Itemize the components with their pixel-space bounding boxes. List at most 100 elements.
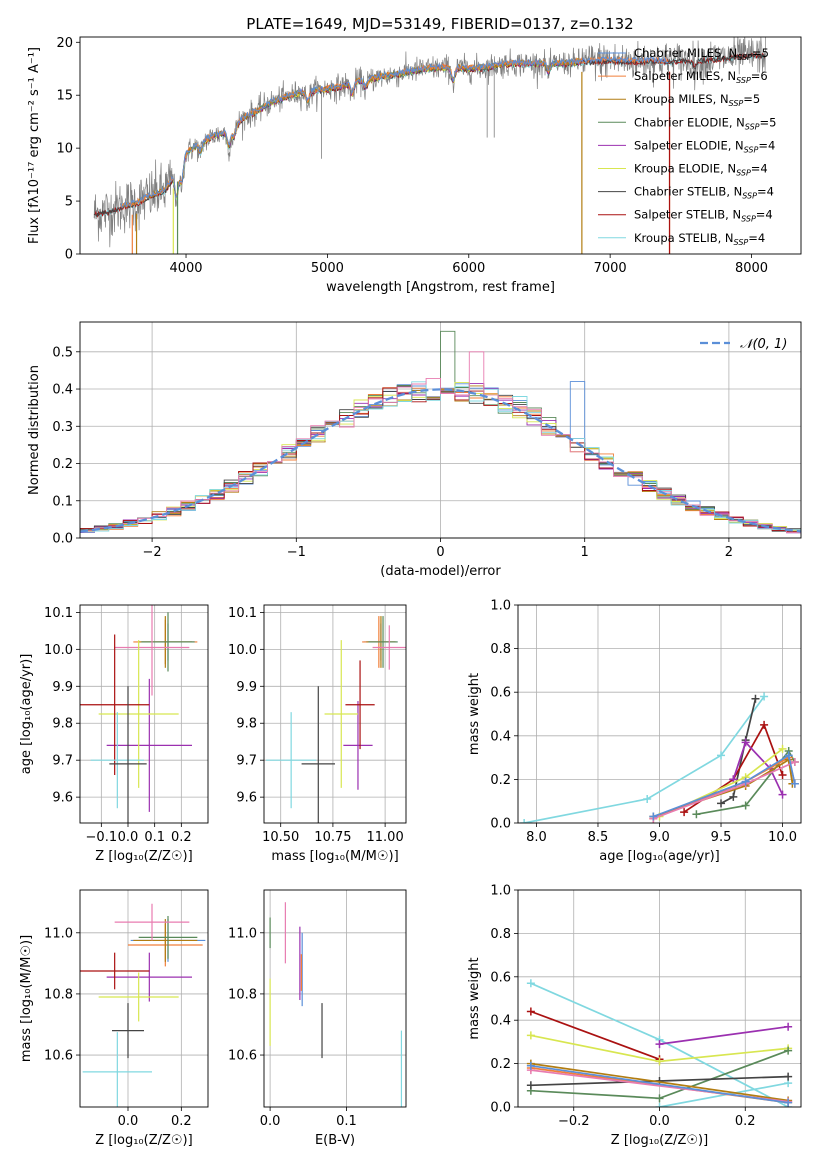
y-axis-label: mass [log₁₀(M/M☉)] [19,935,34,1062]
x-axis-label: Z [log₁₀(Z/Z☉)] [95,1133,192,1148]
spectrum-legend: Chabrier MILES, NSSP=5 Salpeter MILES, NS… [598,46,776,247]
y-tick-label: 0.4 [490,729,511,744]
x-tick-label: 0.1 [144,830,165,845]
salpeter_elodie-series-line [659,1025,789,1045]
y-tick-label: 9.6 [236,791,257,806]
y-tick-label: 0.3 [52,420,73,435]
legend-label: Kroupa MILES, NSSP=5 [634,92,760,108]
z_vs_age-points [80,605,198,823]
y-tick-label: 0.8 [490,927,511,942]
x-tick-label: 5000 [311,261,344,276]
y-axis-label: mass weight [467,673,482,755]
x-tick-label: 0 [436,545,444,560]
kroupa_stelib-series-line [524,696,765,823]
y-tick-label: 20 [56,36,73,51]
z_vs_weight-series [526,979,793,1107]
point-marker [784,1098,793,1107]
y-tick-label: 0.5 [52,345,73,360]
x-axis-label: Z [log₁₀(Z/Z☉)] [95,849,192,864]
y-tick-label: 10.8 [44,987,73,1002]
y-tick-label: 10.1 [44,606,73,621]
y-tick-label: 0.4 [490,1014,511,1029]
legend-label: Chabrier ELODIE, NSSP=5 [634,115,776,131]
point-marker [784,1046,793,1055]
y-tick-label: 11.0 [44,926,73,941]
point-marker [680,808,689,817]
point-marker [526,1007,535,1016]
y-tick-label: 0.8 [490,642,511,657]
y-tick-label: 10.0 [228,643,257,658]
point-marker [526,1081,535,1090]
z_vs_mass-axes: 0.0 0.2 10.6 10.8 11.0 Z [log₁₀(Z/Z☉)] mass [l… [19,890,208,1148]
kroupa_miles-model-line [120,58,581,209]
legend-label: Kroupa STELIB, NSSP=4 [634,231,765,247]
age_vs_weight-series [520,692,799,823]
kroupa_miles-series-line [530,1062,789,1102]
spectrum-axes: 4000 5000 6000 7000 8000 0 5 10 15 20 wavelength [… [27,36,768,295]
x-tick-label: 0.0 [118,1114,139,1129]
y-tick-label: 15 [56,89,73,104]
z_vs_mass-points [80,903,206,1107]
normal-curve [80,388,801,533]
residual_hist-axes: −2 −1 0 1 2 0.0 0.1 0.2 0.3 0.4 0.5 (data-model)/er… [27,322,801,579]
pink-hist-line [80,351,801,534]
y-axis-label: Normed distribution [27,365,42,495]
chabrier_miles-model-line [120,55,669,209]
point-marker [784,751,793,760]
point-marker [520,819,529,823]
y-tick-label: 10.1 [228,606,257,621]
salpeter_elodie-series-line [732,740,784,796]
y-tick-label: 9.9 [236,680,257,695]
y-tick-label: 0.4 [52,383,73,398]
point-marker [649,812,658,821]
x-tick-label: −2 [143,545,162,560]
point-marker [526,979,535,988]
point-marker [729,792,738,801]
y-tick-label: 5 [65,195,73,210]
point-marker [778,790,787,799]
y-axis-label: age [log₁₀(age/yr)] [19,654,34,775]
y-tick-label: 10.6 [44,1049,73,1064]
x-tick-label: 8.5 [588,830,609,845]
hist-legend: 𝒩(0, 1) [700,337,787,352]
x-axis-label: Z [log₁₀(Z/Z☉)] [611,1133,708,1148]
x-axis-label: mass [log₁₀(M/M☉)] [271,849,398,864]
x-tick-label: 0.0 [260,1114,281,1129]
x-tick-label: 0.0 [118,830,139,845]
point-marker [741,801,750,810]
x-tick-label: −1 [287,545,306,560]
point-marker [692,810,701,819]
y-tick-label: 0.2 [52,457,73,472]
point-marker [526,1031,535,1040]
y-tick-label: 1.0 [490,599,511,614]
x-tick-label: 10.75 [314,830,351,845]
point-marker [751,694,760,703]
y-axis-label: mass weight [467,957,482,1039]
x-tick-label: 9.0 [649,830,670,845]
point-marker [790,757,799,766]
y-tick-label: 0.1 [52,494,73,509]
age_vs_weight-frame [517,604,802,824]
x-tick-label: 9.5 [711,830,732,845]
x-tick-label: 8000 [735,261,768,276]
point-marker [655,1103,664,1107]
ebv_vs_mass-points [269,902,403,1107]
x-tick-label: 10.0 [768,830,797,845]
y-tick-label: 10 [56,142,73,157]
point-marker [784,1022,793,1031]
x-tick-label: 2 [725,545,733,560]
y-tick-label: 0 [65,248,73,263]
y-tick-label: 11.0 [228,926,257,941]
y-axis-label: Flux [fλ10⁻¹⁷ erg cm⁻² s⁻¹ A⁻¹] [27,47,42,244]
z_vs_weight-axes: −0.2 0.0 0.2 0.0 0.2 0.4 0.6 0.8 1.0 Z [log₁₀(Z/Z… [467,884,801,1148]
x-tick-label: 10.50 [262,830,299,845]
age_vs_weight-axes: 8.0 8.5 9.0 9.5 10.0 0.0 0.2 0.4 0.6 0.8 1.0 age [l… [467,599,801,864]
x-tick-label: −0.1 [86,830,118,845]
point-marker [655,1057,664,1066]
x-tick-label: 7000 [594,261,627,276]
y-tick-label: 9.9 [52,680,73,695]
y-tick-label: 0.6 [490,686,511,701]
point-marker [526,1061,535,1070]
